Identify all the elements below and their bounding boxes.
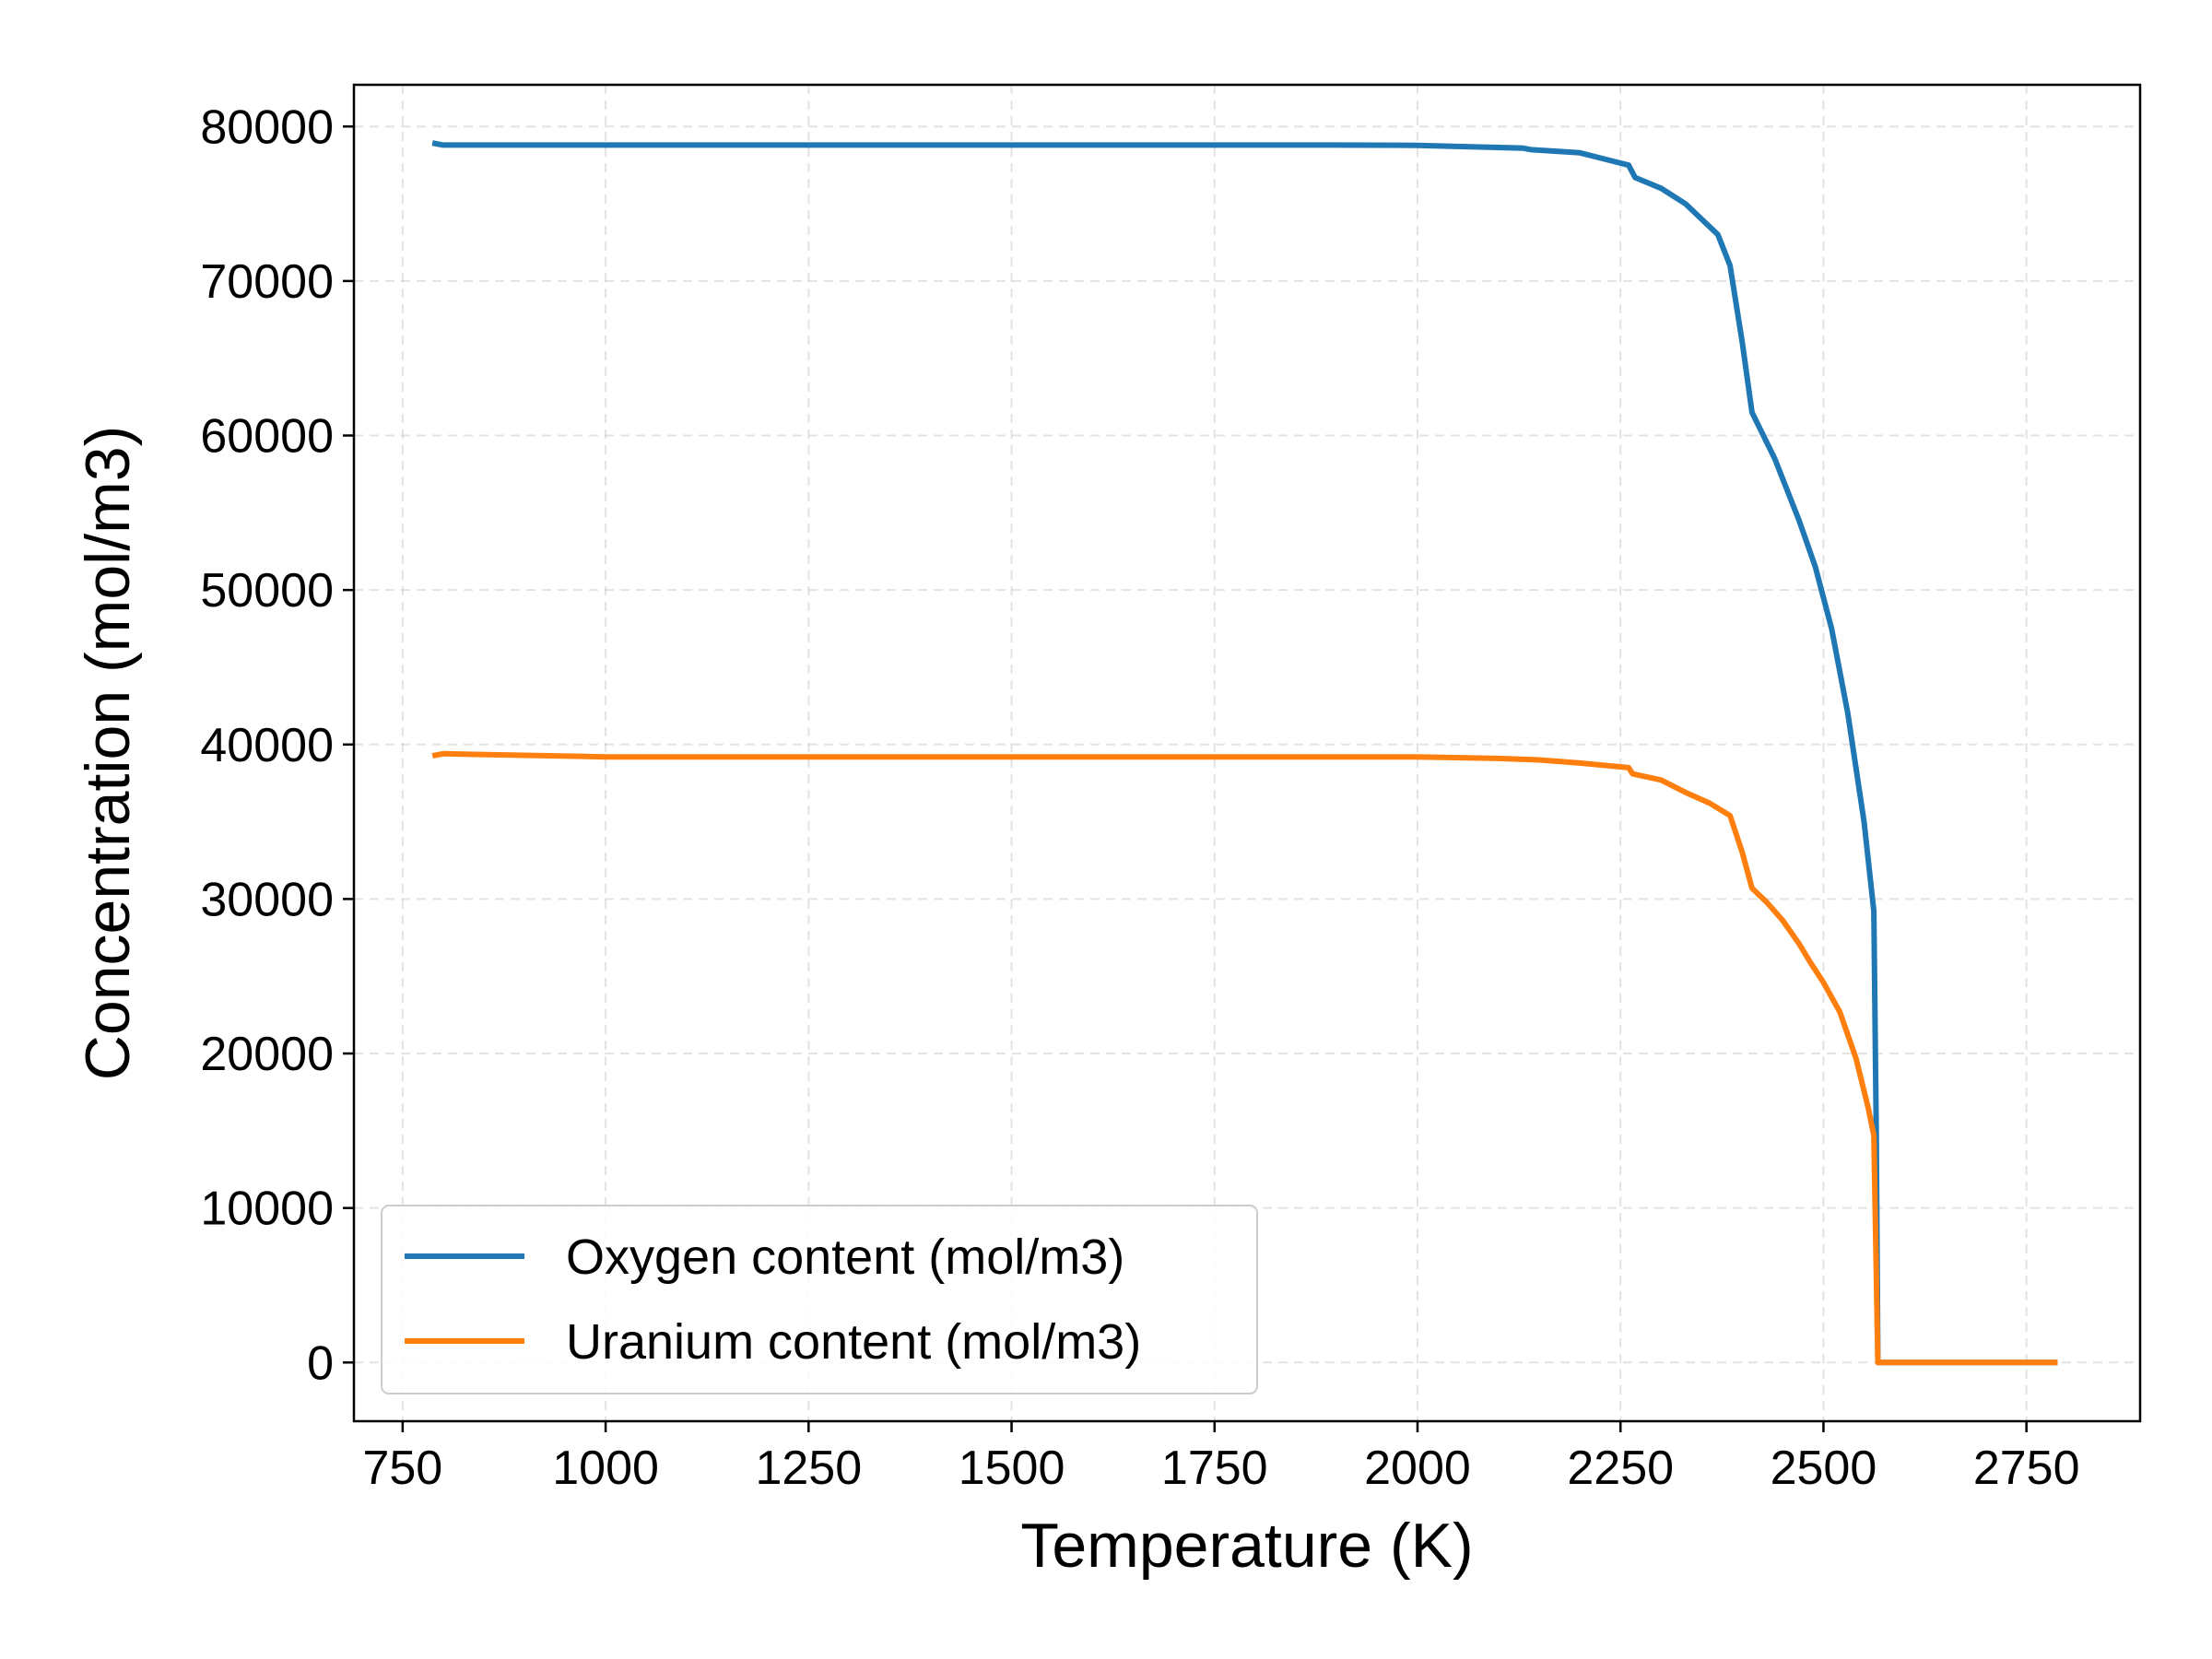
y-tick-label: 40000 bbox=[200, 719, 334, 772]
plot-frame bbox=[352, 83, 2142, 1423]
x-tick-label: 2500 bbox=[1771, 1441, 1877, 1495]
y-tick-label: 50000 bbox=[200, 564, 334, 618]
x-axis-label: Temperature (K) bbox=[1020, 1511, 1473, 1581]
x-tick-label: 1750 bbox=[1161, 1441, 1268, 1495]
axis-ticks: 750 1000 1250 1500 1750 2000 2250 2500 2750 0 1000… bbox=[200, 100, 2079, 1495]
legend: Oxygen content (mol/m3) Uranium content … bbox=[381, 1205, 1258, 1394]
grid-lines bbox=[354, 85, 2140, 1421]
y-tick-label: 20000 bbox=[200, 1028, 334, 1081]
y-tick-label: 70000 bbox=[200, 255, 334, 309]
y-axis-label: Concentration (mol/m3) bbox=[73, 426, 143, 1080]
x-tick-label: 2000 bbox=[1364, 1441, 1471, 1495]
y-tick-label: 0 bbox=[307, 1336, 334, 1390]
x-tick-label: 750 bbox=[362, 1441, 442, 1495]
x-tick-label: 2750 bbox=[1973, 1441, 2080, 1495]
legend-label-oxygen: Oxygen content (mol/m3) bbox=[566, 1230, 1124, 1285]
y-tick-label: 60000 bbox=[200, 410, 334, 464]
series-lines bbox=[431, 140, 2058, 1366]
legend-label-uranium: Uranium content (mol/m3) bbox=[566, 1314, 1141, 1370]
legend-box bbox=[381, 1205, 1258, 1394]
series-line-0 bbox=[431, 140, 2058, 1366]
x-tick-label: 2250 bbox=[1567, 1441, 1674, 1495]
x-tick-label: 1000 bbox=[552, 1441, 659, 1495]
y-tick-label: 80000 bbox=[200, 100, 334, 154]
x-tick-label: 1250 bbox=[755, 1441, 862, 1495]
y-tick-label: 10000 bbox=[200, 1182, 334, 1236]
y-tick-label: 30000 bbox=[200, 873, 334, 926]
series-line-1 bbox=[431, 750, 2058, 1366]
x-tick-label: 1500 bbox=[959, 1441, 1065, 1495]
